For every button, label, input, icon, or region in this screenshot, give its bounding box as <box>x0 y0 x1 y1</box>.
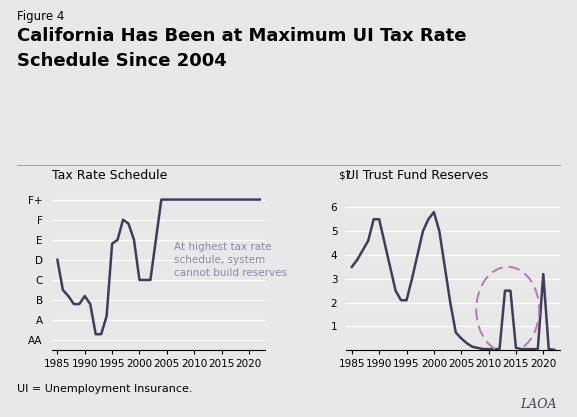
Text: UI Trust Fund Reserves: UI Trust Fund Reserves <box>346 169 489 182</box>
Text: UI = Unemployment Insurance.: UI = Unemployment Insurance. <box>17 384 193 394</box>
Text: Tax Rate Schedule: Tax Rate Schedule <box>52 169 167 182</box>
Text: LAOA: LAOA <box>520 398 557 411</box>
Text: California Has Been at Maximum UI Tax Rate: California Has Been at Maximum UI Tax Ra… <box>17 27 467 45</box>
Text: Schedule Since 2004: Schedule Since 2004 <box>17 52 227 70</box>
Text: $7: $7 <box>338 170 351 180</box>
Text: Figure 4: Figure 4 <box>17 10 65 23</box>
Text: At highest tax rate
schedule, system
cannot build reserves: At highest tax rate schedule, system can… <box>174 242 287 279</box>
